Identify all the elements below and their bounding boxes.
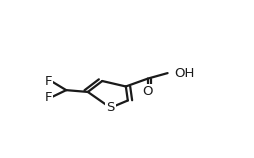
Text: F: F: [44, 75, 52, 88]
Text: F: F: [44, 91, 52, 104]
Text: S: S: [106, 101, 115, 114]
Text: O: O: [143, 85, 153, 98]
Text: OH: OH: [174, 67, 195, 80]
